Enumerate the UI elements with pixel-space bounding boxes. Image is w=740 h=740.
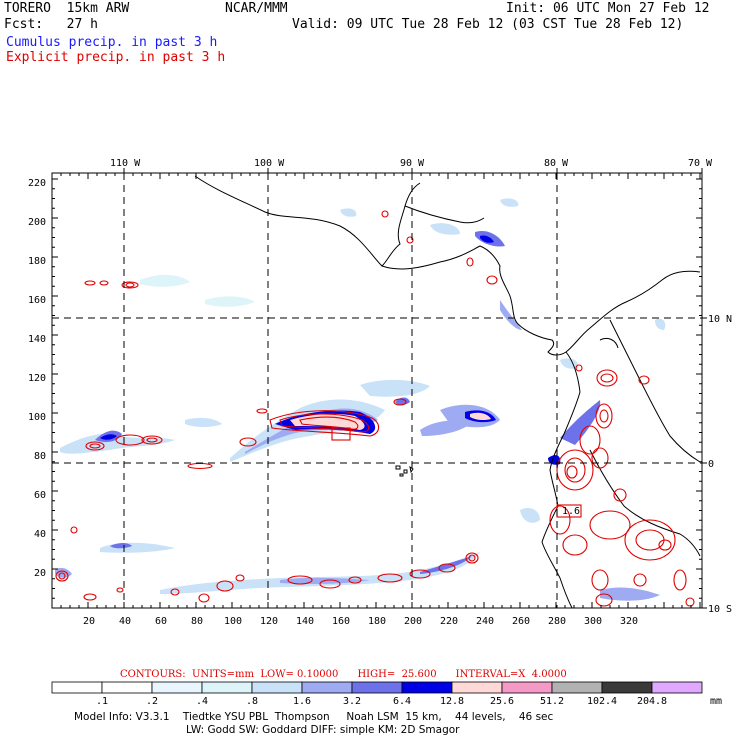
lon-label-100w: 100 W	[254, 158, 285, 169]
coastlines	[194, 175, 701, 608]
colorbar-label: .2	[146, 696, 158, 707]
colorbar-swatch	[351, 681, 403, 694]
y-tick-label: 220	[28, 178, 46, 189]
x-tick-labels: 20 40 60 80 100 120 140 160 180 200 220 …	[83, 616, 638, 627]
model-info-line2: LW: Godd SW: Goddard DIFF: simple KM: 2D…	[186, 724, 460, 736]
y-tick-label: 180	[28, 256, 46, 267]
colorbar-label: .8	[246, 696, 258, 707]
map-frame	[51, 172, 703, 609]
x-tick-label: 320	[620, 616, 638, 627]
colorbar-label: 1.6	[293, 696, 311, 707]
colorbar-swatch	[301, 681, 353, 694]
x-tick-label: 100	[224, 616, 242, 627]
y-tick-label: 80	[34, 451, 46, 462]
colorbar-label: 25.6	[490, 696, 514, 707]
colorbar-swatch	[201, 681, 253, 694]
x-tick-label: 80	[191, 616, 203, 627]
y-tick-label: 60	[34, 490, 46, 501]
x-tick-label: 200	[404, 616, 422, 627]
x-tick-label: 260	[512, 616, 530, 627]
x-tick-label: 280	[548, 616, 566, 627]
model-title: TORERO 15km ARW	[4, 1, 130, 16]
y-tick-label: 20	[34, 568, 46, 579]
colorbar-swatch	[51, 681, 103, 694]
colorbar-label: 51.2	[540, 696, 564, 707]
y-tick-label: 160	[28, 295, 46, 306]
lat-label-10n: 10 N	[708, 314, 732, 325]
colorbar-label: .4	[196, 696, 208, 707]
explicit-precip-contours	[55, 210, 695, 607]
colorbar-label: 6.4	[393, 696, 411, 707]
lat-label-10s: 10 S	[708, 604, 732, 615]
center-title: NCAR/MMM	[225, 1, 288, 16]
lon-label-70w: 70 W	[688, 158, 713, 169]
contour-info: CONTOURS: UNITS=mm LOW= 0.10000 HIGH= 25…	[120, 669, 567, 680]
y-tick-label: 40	[34, 529, 46, 540]
lon-label-80w: 80 W	[544, 158, 569, 169]
colorbar-label: 3.2	[343, 696, 361, 707]
x-tick-label: 220	[440, 616, 458, 627]
y-tick-labels: 20 40 60 80 100 120 140 160 180 200 220	[28, 178, 46, 579]
field-explicit-label: Explicit precip. in past 3 h	[6, 50, 226, 65]
x-tick-label: 300	[584, 616, 602, 627]
field-cumulus-label: Cumulus precip. in past 3 h	[6, 35, 218, 50]
model-info-line1: Model Info: V3.3.1 Tiedtke YSU PBL Thomp…	[74, 711, 554, 723]
lat-lon-grid	[52, 173, 702, 608]
longitude-labels: 110 W 100 W 90 W 80 W 70 W	[110, 158, 713, 169]
x-tick-label: 140	[296, 616, 314, 627]
x-tick-label: 160	[332, 616, 350, 627]
lon-label-110w: 110 W	[110, 158, 141, 169]
colorbar-label: .1	[96, 696, 108, 707]
x-tick-label: 180	[368, 616, 386, 627]
init-time: Init: 06 UTC Mon 27 Feb 12	[506, 1, 710, 16]
y-tick-label: 140	[28, 334, 46, 345]
colorbar-swatch	[451, 681, 503, 694]
color-bar-labels: .1 .2 .4 .8 1.6 3.2 6.4 12.8 25.6 51.2 1…	[96, 696, 722, 707]
colorbar-swatch	[251, 681, 303, 694]
axis-ticks	[51, 168, 707, 609]
colorbar-swatch	[101, 681, 153, 694]
colorbar-swatch	[151, 681, 203, 694]
x-tick-label: 240	[476, 616, 494, 627]
colorbar-swatch	[501, 681, 553, 694]
lon-label-90w: 90 W	[400, 158, 425, 169]
colorbar-units: mm	[710, 696, 722, 707]
x-tick-label: 60	[155, 616, 167, 627]
y-tick-label: 100	[28, 412, 46, 423]
lat-label-0: 0	[708, 459, 714, 470]
colorbar-label: 12.8	[440, 696, 464, 707]
latitude-labels: 10 N 0 10 S	[708, 314, 732, 615]
valid-time: Valid: 09 UTC Tue 28 Feb 12 (03 CST Tue …	[292, 17, 684, 32]
forecast-hour: Fcst: 27 h	[4, 17, 98, 32]
contour-box-label: 1.6	[562, 506, 580, 517]
colorbar-swatch	[551, 681, 603, 694]
colorbar-swatch	[651, 681, 703, 694]
color-bar	[51, 681, 703, 694]
colorbar-label: 204.8	[637, 696, 667, 707]
x-tick-label: 120	[260, 616, 278, 627]
colorbar-swatch	[401, 681, 453, 694]
x-tick-label: 20	[83, 616, 95, 627]
colorbar-label: 102.4	[587, 696, 617, 707]
y-tick-label: 200	[28, 217, 46, 228]
y-tick-label: 120	[28, 373, 46, 384]
colorbar-swatch	[601, 681, 653, 694]
x-tick-label: 40	[119, 616, 131, 627]
